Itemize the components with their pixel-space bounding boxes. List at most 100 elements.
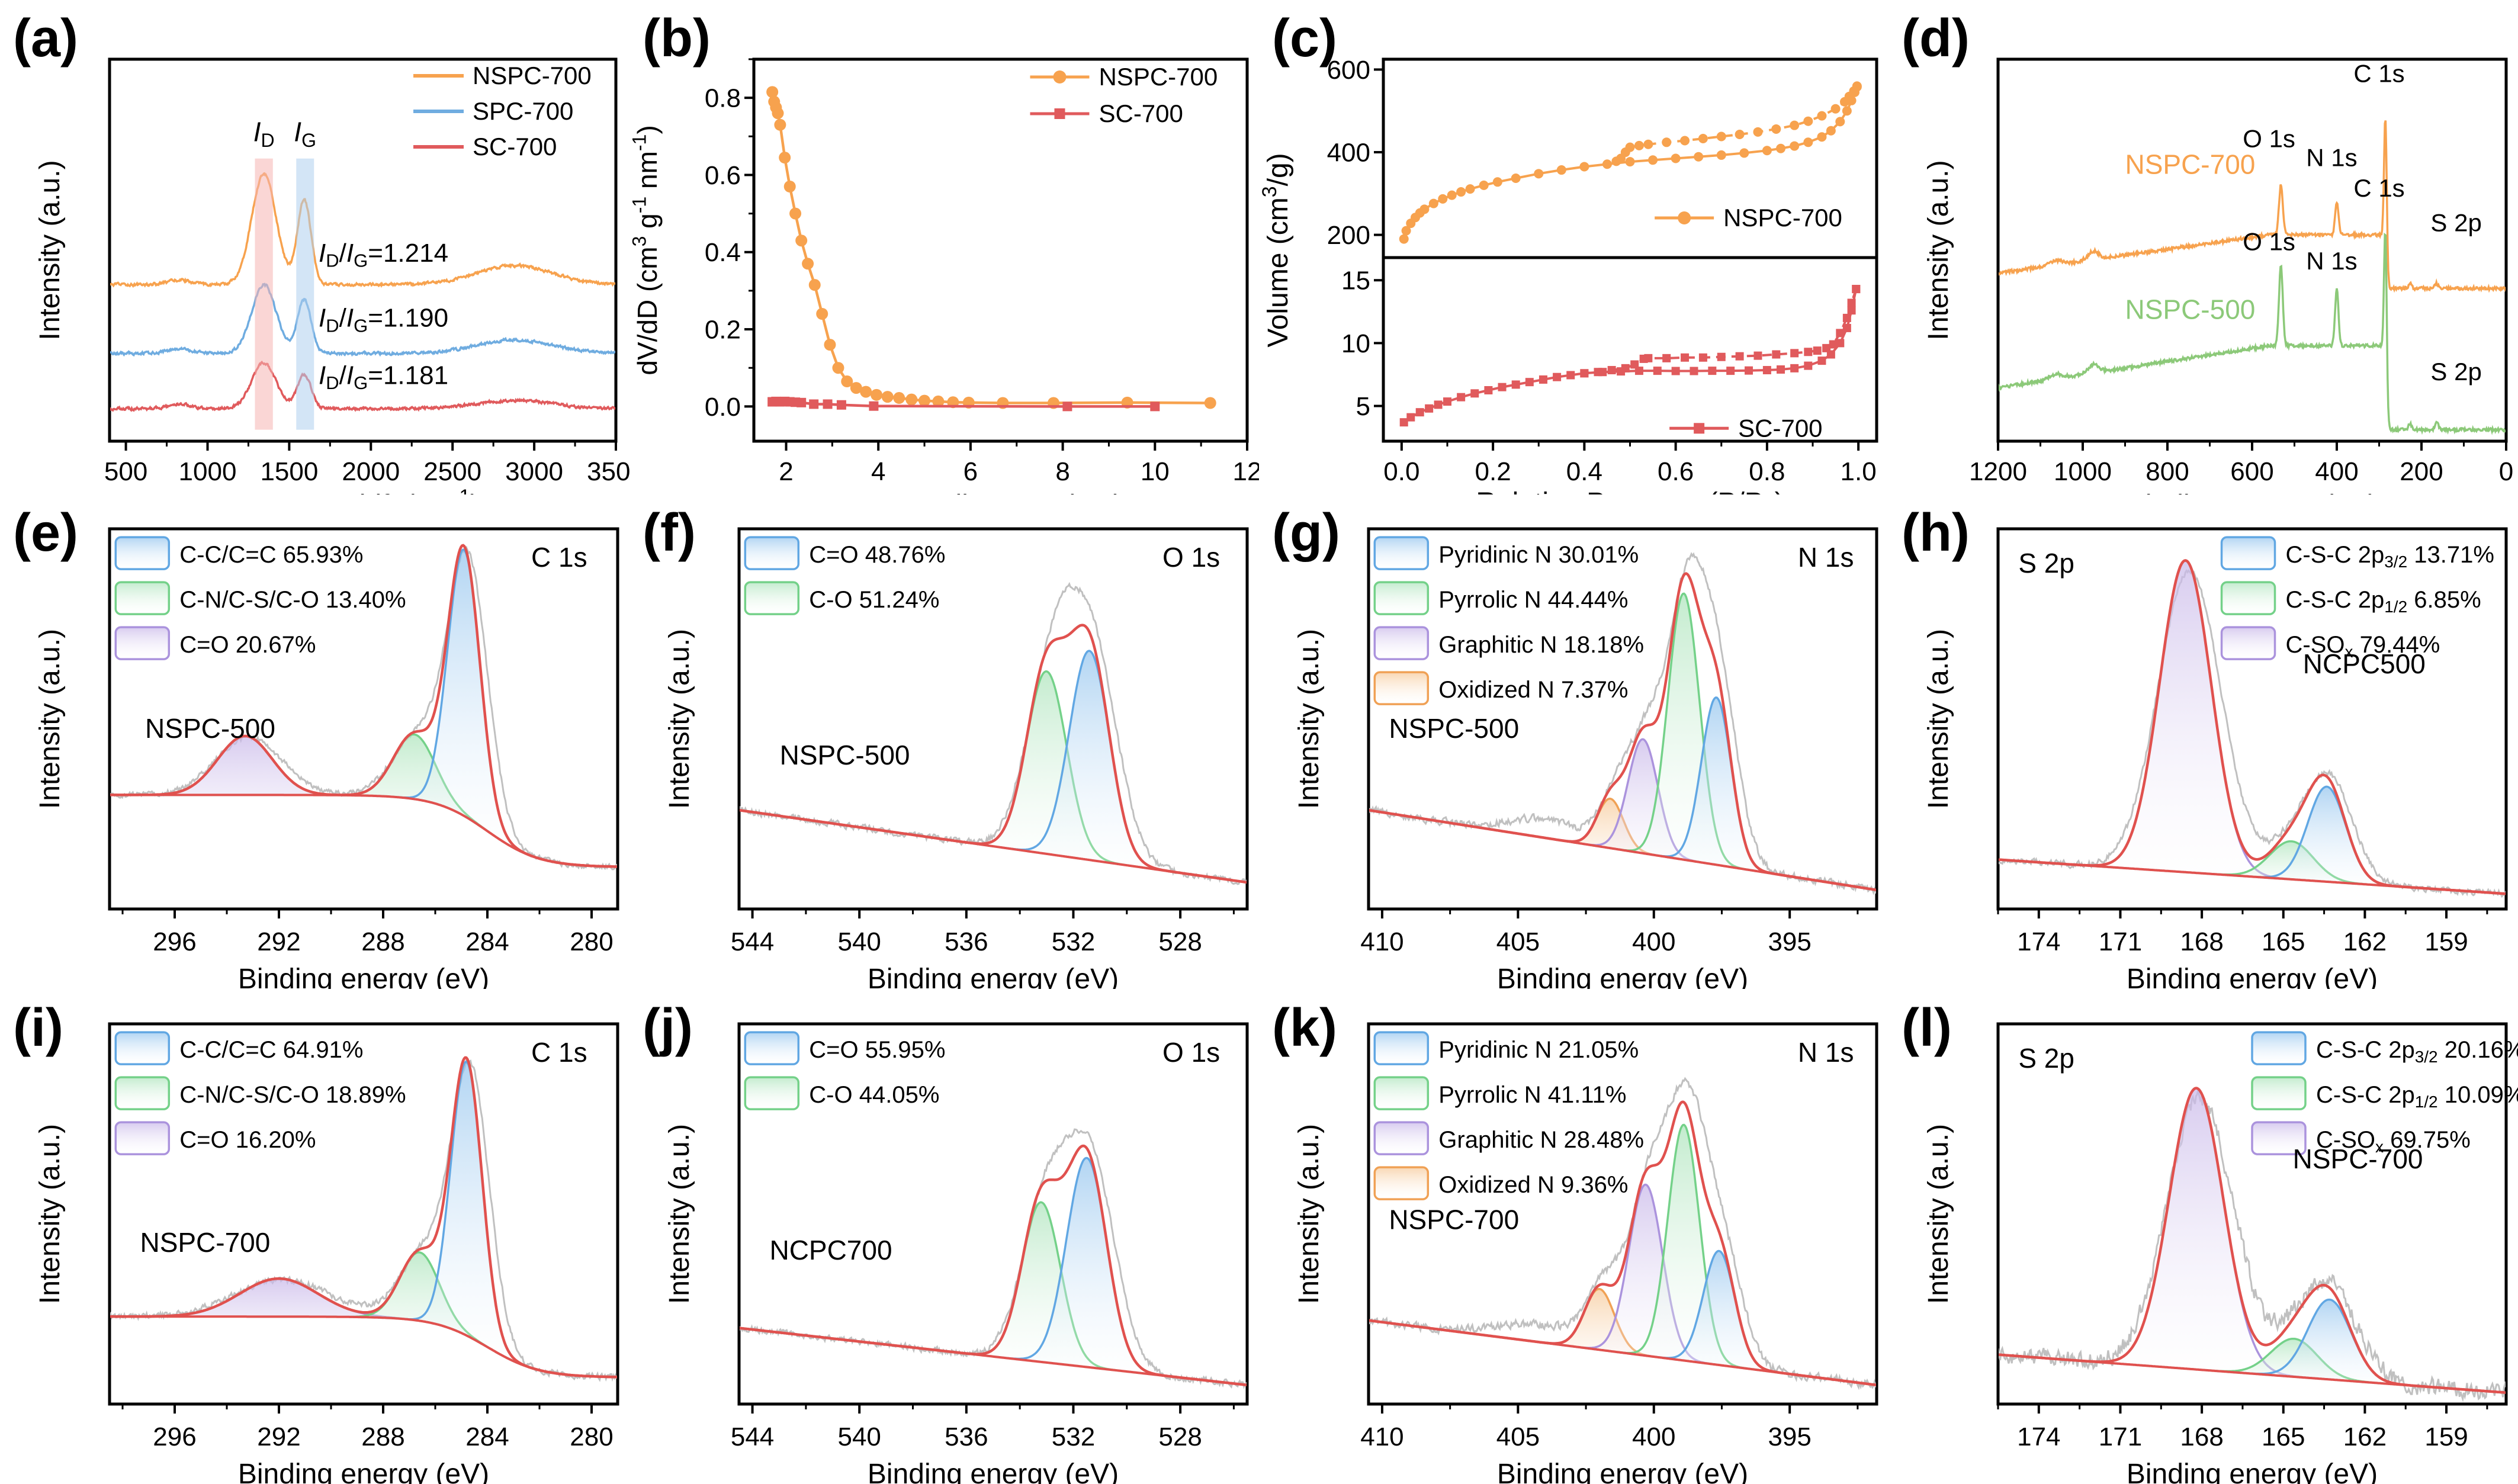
legend-swatch-blue [744, 536, 800, 571]
legend-label: SC-700 [1099, 99, 1183, 127]
y-tick-label: 0.2 [705, 315, 741, 344]
data-marker [1790, 120, 1800, 130]
data-marker [809, 399, 819, 409]
survey-curve-NSPC-500 [1999, 232, 2506, 435]
raman-band [255, 158, 273, 430]
panel-letter: (c) [1272, 9, 1337, 68]
legend-swatch-purple [114, 1121, 171, 1155]
x-tick-label: 1.0 [1841, 457, 1877, 486]
x-tick-label: 410 [1360, 927, 1403, 956]
x-tick-label: 2 [779, 457, 793, 486]
xps-curves [110, 544, 617, 871]
x-tick-label: 1000 [2054, 457, 2112, 486]
x-tick-label: 10 [1141, 457, 1170, 486]
raman-curve-NSPC-700 [110, 172, 615, 288]
data-marker [1822, 343, 1831, 352]
data-marker [1602, 159, 1612, 169]
plot-frame [737, 527, 1249, 911]
data-marker [1634, 367, 1643, 375]
panel-i-c1s-nspc700: 296 292 288 284 280 Binding energy (eV) C-C/C=… [13, 998, 619, 1484]
legend-swatch-green [114, 581, 171, 616]
data-marker [1694, 423, 1705, 434]
legend-label: C-N/C-S/C-O 13.40% [179, 587, 406, 613]
panel-letter: (i) [13, 998, 63, 1058]
sample-label: NCPC700 [769, 1235, 892, 1265]
data-marker [1662, 354, 1671, 362]
panel-a-raman: 500 1000 1500 2000 2500 3000 3500 Raman shift (… [13, 9, 630, 494]
sample-label: NSPC-500 [1389, 713, 1519, 744]
data-marker [1525, 378, 1534, 387]
fit-component-green [740, 670, 1247, 884]
legend-label: C-O 44.05% [809, 1082, 939, 1108]
data-marker [1753, 127, 1763, 137]
x-tick-label: 284 [465, 927, 509, 956]
raman-band [296, 158, 314, 430]
x-tick-label: 3500 [587, 457, 630, 486]
x-tick-label: 8 [1055, 457, 1069, 486]
data-marker [1457, 393, 1466, 401]
peak-label: S 2p [2430, 358, 2481, 386]
panel-f-o1s-nspc500: 544 540 536 532 528 Binding energy (eV) C=O 48… [643, 503, 1249, 989]
legend-label: C=O 16.20% [179, 1127, 316, 1153]
data-marker [1804, 361, 1813, 370]
data-marker [1447, 190, 1457, 200]
data-marker [1204, 397, 1216, 409]
isotherm-curves [1399, 81, 1862, 244]
y-axis-label: Intensity (a.u.) [34, 1124, 66, 1304]
y-tick-label: 0.4 [705, 238, 741, 267]
data-marker [1698, 353, 1707, 362]
plot-frame [1996, 1022, 2508, 1406]
x-tick-label: 1500 [260, 457, 318, 486]
x-tick-label: 0 [2499, 457, 2513, 486]
data-marker [860, 386, 872, 398]
legend-label: C-S-C 2p1/2 10.09% [2316, 1082, 2518, 1111]
x-tick-label: 174 [2017, 1422, 2060, 1451]
legend-label: Graphitic N 28.48% [1438, 1127, 1644, 1153]
data-marker [1790, 141, 1800, 151]
baseline-curve [1999, 858, 2506, 895]
baseline-curve [110, 794, 617, 868]
legend-label: C-S-C 2p3/2 20.16% [2316, 1037, 2518, 1066]
data-marker [808, 279, 821, 291]
data-marker [1401, 226, 1411, 236]
data-marker [881, 391, 894, 403]
data-marker [1566, 371, 1575, 380]
plot-frame [1367, 527, 1878, 911]
data-marker [1680, 136, 1690, 146]
data-marker [1580, 369, 1589, 378]
data-marker [1579, 162, 1589, 172]
panel-c-isotherms: 0.0 0.2 0.4 0.6 0.8 1.0 Relative Pressure (P/P… [1259, 9, 1878, 494]
data-marker [1662, 137, 1672, 147]
data-marker [783, 181, 796, 192]
data-marker [1829, 340, 1838, 349]
x-tick-label: 288 [361, 1422, 404, 1451]
region-label: C 1s [531, 1037, 587, 1068]
data-marker [1625, 157, 1635, 167]
y-tick-label: 400 [1327, 138, 1370, 167]
data-marker [1771, 124, 1781, 134]
legend-swatch-green [744, 1076, 800, 1110]
y-tick-label: 0.6 [705, 161, 741, 190]
data-marker [1607, 366, 1616, 375]
xps-curves [740, 1128, 1247, 1389]
legend-label: Pyridinic N 21.05% [1438, 1037, 1639, 1063]
data-marker [1492, 177, 1502, 187]
plot-frame [1996, 527, 2508, 911]
x-tick-label: 405 [1496, 1422, 1540, 1451]
xps-curves [1999, 1086, 2506, 1402]
data-marker [774, 118, 786, 131]
x-tick-label: 400 [2315, 457, 2358, 486]
data-marker [1648, 155, 1658, 165]
legend-label: SC-700 [473, 133, 557, 160]
legend-swatch-green [2220, 581, 2276, 616]
legend-label: Graphitic N 18.18% [1438, 632, 1644, 658]
x-tick-label: 536 [945, 927, 988, 956]
x-tick-label: 162 [2343, 927, 2387, 956]
trace-name-label: NSPC-700 [2125, 149, 2256, 180]
legend-swatch-green [2251, 1076, 2307, 1110]
panel-b-pore-size-distribution: 2 4 6 8 10 12 Pore diameter (nm) 0.0 0.2 0.4 0.6 0.… [630, 9, 1259, 494]
x-tick-label: 171 [2099, 927, 2142, 956]
data-marker [1611, 156, 1621, 166]
legend-label: SPC-700 [473, 97, 573, 125]
x-tick-label: 174 [2017, 927, 2060, 956]
